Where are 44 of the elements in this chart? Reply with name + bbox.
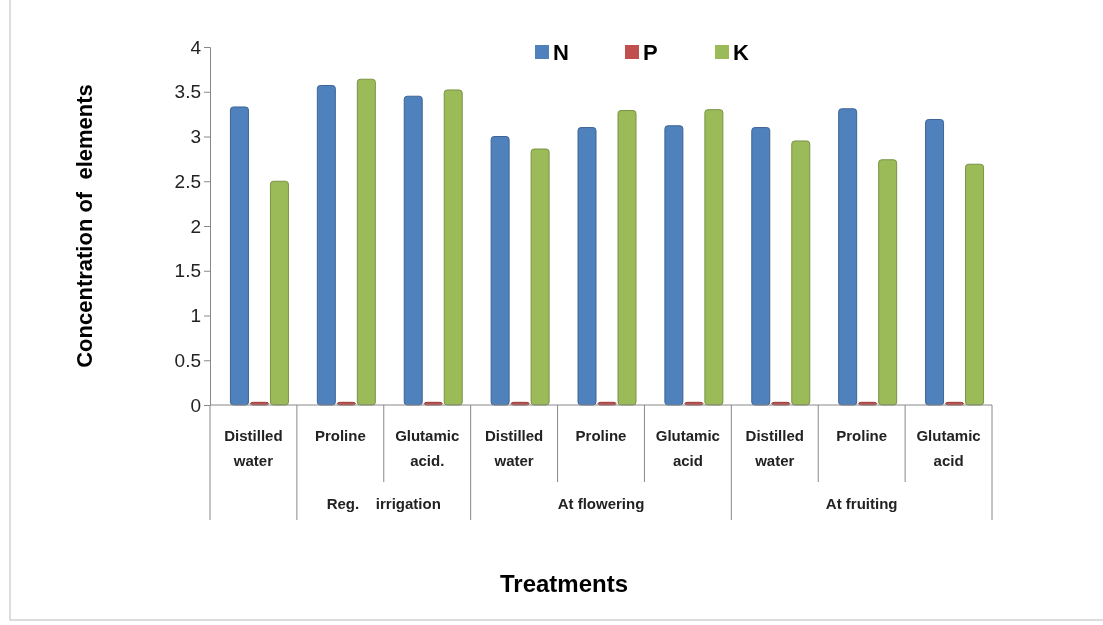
bar — [664, 125, 684, 406]
y-tick-label: 4 — [190, 36, 202, 58]
bar — [704, 109, 724, 406]
x-tick-label: Glutamic acid — [655, 427, 720, 469]
bar — [490, 136, 510, 406]
y-tick-label: 3.5 — [174, 81, 201, 103]
bar — [316, 84, 336, 406]
bar — [269, 180, 289, 406]
bar — [965, 163, 985, 406]
y-tick-label: 1 — [190, 305, 201, 327]
bar — [617, 110, 637, 406]
text: At flowering — [557, 495, 645, 512]
y-axis-title: Concentration of elements — [72, 84, 97, 368]
x-tick-label: Proline — [575, 427, 627, 444]
x-tick-label: Distilled water — [224, 427, 283, 469]
y-tick-label: 0.5 — [174, 349, 201, 371]
text: At fruiting — [825, 495, 898, 512]
legend-label: P — [643, 40, 658, 65]
legend-label: K — [733, 40, 749, 65]
text: Reg. irrigation — [326, 495, 441, 512]
y-tick-label: 1.5 — [174, 260, 201, 282]
x-tick-label: Distilled water — [745, 427, 804, 469]
x-tick-label: Proline — [314, 427, 366, 444]
y-tick-label: 2 — [190, 215, 201, 237]
bar — [229, 106, 249, 406]
bar — [577, 127, 597, 406]
bar — [356, 78, 376, 406]
y-tick-label: 3 — [190, 126, 201, 148]
x-tick-label: Glutamic acid. — [395, 427, 460, 469]
bar — [925, 119, 945, 406]
bar — [443, 89, 463, 406]
x-tick-label: Distilled water — [484, 427, 544, 469]
legend-label: N — [553, 40, 569, 65]
bar — [530, 148, 550, 406]
bar — [878, 159, 898, 406]
bar — [751, 127, 771, 406]
bar — [838, 108, 858, 406]
bar — [791, 140, 811, 406]
y-tick-label: 2.5 — [174, 170, 201, 192]
x-axis-title: Treatments — [499, 570, 629, 597]
bar — [403, 95, 423, 406]
y-tick-label: 0 — [190, 394, 201, 416]
x-tick-label: Proline — [836, 427, 888, 444]
x-tick-label: Glutamic acid — [916, 427, 981, 469]
